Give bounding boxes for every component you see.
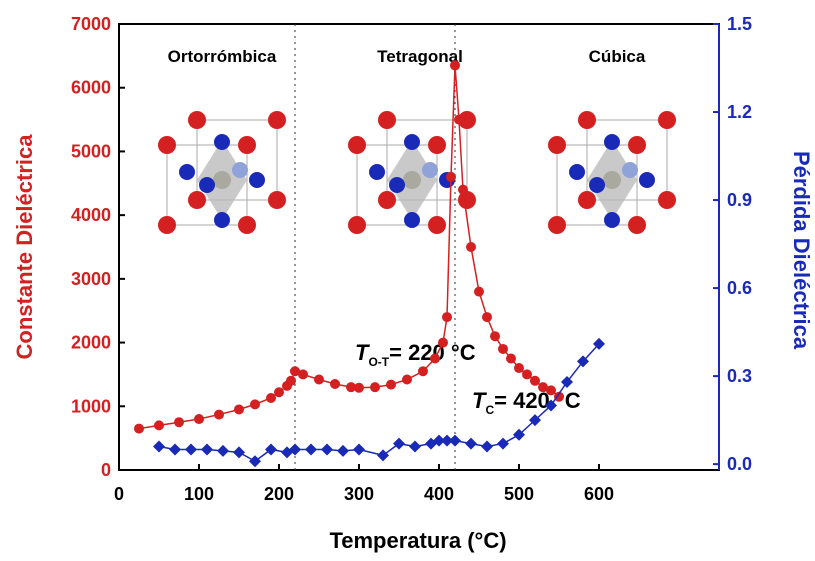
y2-tick-label: 1.2: [727, 102, 752, 122]
point: [153, 441, 165, 453]
point: [481, 441, 493, 453]
point: [266, 393, 276, 403]
point: [418, 366, 428, 376]
point: [506, 354, 516, 364]
point: [250, 399, 260, 409]
point: [169, 443, 181, 455]
phase-label: Cúbica: [589, 47, 646, 66]
chart: 0100200300400500600010002000300040005000…: [0, 0, 815, 556]
x-tick-label: 0: [114, 484, 124, 504]
point: [450, 60, 460, 70]
point: [265, 443, 277, 455]
y-tick-label: 1000: [71, 396, 111, 416]
y2-axis-title: Pérdida Dieléctrica: [789, 151, 814, 350]
y-tick-label: 3000: [71, 269, 111, 289]
point: [214, 410, 224, 420]
point: [454, 115, 464, 125]
y-tick-label: 2000: [71, 333, 111, 353]
point: [546, 385, 556, 395]
point: [154, 420, 164, 430]
point: [393, 438, 405, 450]
point: [514, 363, 524, 373]
point: [298, 369, 308, 379]
point: [497, 438, 509, 450]
point: [134, 424, 144, 434]
point: [249, 455, 261, 467]
point: [201, 443, 213, 455]
point: [217, 445, 229, 457]
x-tick-label: 300: [344, 484, 374, 504]
crystal-icon: [158, 111, 286, 234]
point: [438, 338, 448, 348]
point: [466, 242, 476, 252]
point: [446, 172, 456, 182]
point: [321, 443, 333, 455]
y-tick-label: 6000: [71, 78, 111, 98]
point: [474, 287, 484, 297]
x-axis-title: Temperatura (°C): [329, 528, 506, 553]
point: [174, 417, 184, 427]
point: [442, 312, 452, 322]
point: [370, 382, 380, 392]
point: [337, 445, 349, 457]
x-tick-label: 100: [184, 484, 214, 504]
x-tick-label: 400: [424, 484, 454, 504]
point: [449, 435, 461, 447]
point: [234, 404, 244, 414]
point: [305, 443, 317, 455]
x-tick-label: 500: [504, 484, 534, 504]
y-tick-label: 7000: [71, 14, 111, 34]
point: [409, 441, 421, 453]
point: [377, 449, 389, 461]
crystal-icon: [348, 111, 476, 234]
y2-tick-label: 0.0: [727, 454, 752, 474]
crystal-icon: [548, 111, 676, 234]
point: [430, 354, 440, 364]
y2-tick-label: 0.3: [727, 366, 752, 386]
transition-label: TC= 420 °C: [472, 388, 581, 417]
phase-label: Tetragonal: [377, 47, 463, 66]
point: [402, 375, 412, 385]
point: [458, 185, 468, 195]
x-tick-label: 600: [584, 484, 614, 504]
y-tick-label: 0: [101, 460, 111, 480]
point: [482, 312, 492, 322]
phase-label: Ortorrómbica: [168, 47, 277, 66]
point: [522, 369, 532, 379]
point: [274, 387, 284, 397]
point: [194, 414, 204, 424]
x-tick-label: 200: [264, 484, 294, 504]
point: [314, 375, 324, 385]
y2-tick-label: 0.6: [727, 278, 752, 298]
transition-subscript: O-T: [368, 355, 389, 369]
y-axis-title: Constante Dieléctrica: [12, 134, 37, 360]
y2-tick-label: 0.9: [727, 190, 752, 210]
point: [490, 331, 500, 341]
point: [498, 344, 508, 354]
point: [530, 376, 540, 386]
transition-value: = 420 °C: [494, 388, 581, 413]
point: [330, 379, 340, 389]
transition-label: TO-T= 220 °C: [355, 340, 476, 369]
point: [386, 380, 396, 390]
point: [233, 446, 245, 458]
point: [354, 383, 364, 393]
point: [286, 376, 296, 386]
y-tick-label: 4000: [71, 205, 111, 225]
transition-subscript: C: [485, 403, 494, 417]
point: [353, 443, 365, 455]
y-tick-label: 5000: [71, 141, 111, 161]
point: [185, 443, 197, 455]
plot-frame: [119, 24, 719, 470]
point: [465, 438, 477, 450]
y2-tick-label: 1.5: [727, 14, 752, 34]
